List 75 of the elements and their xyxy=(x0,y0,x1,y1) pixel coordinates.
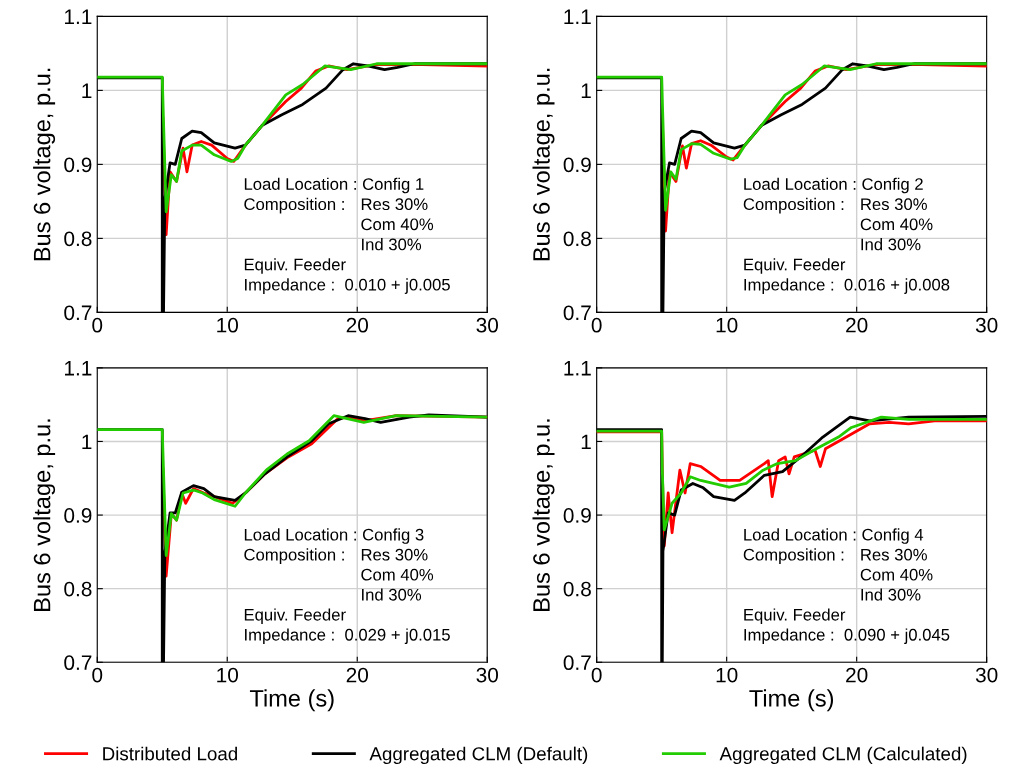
y-axis-title: Bus 6 voltage, p.u. xyxy=(33,68,56,261)
y-tick-label: 1 xyxy=(82,434,92,450)
annotation: Equiv. Feeder xyxy=(244,608,346,624)
x-tick-label: 30 xyxy=(975,667,998,683)
y-tick-label: 0.7 xyxy=(563,655,591,671)
x-tick-label: 10 xyxy=(716,667,738,683)
legend-label: Aggregated CLM (Calculated) xyxy=(719,746,967,765)
annotation: Res 30% xyxy=(361,548,428,561)
annotation: Equiv. Feeder xyxy=(744,258,846,274)
x-tick-label: 0 xyxy=(92,667,103,683)
annotation: Impedance : 0.010 + j0.005 xyxy=(245,278,450,294)
y-tick-label: 0.8 xyxy=(64,231,92,247)
x-tick-label: 0 xyxy=(591,667,602,683)
x-axis-title: Time (s) xyxy=(249,689,334,712)
x-tick-label: 10 xyxy=(217,667,239,683)
annotation: Composition : xyxy=(743,548,844,564)
y-tick-label: 1.1 xyxy=(564,361,591,376)
y-axis-title: Bus 6 voltage, p.u. xyxy=(33,419,56,611)
y-tick-label: 0.7 xyxy=(64,655,92,671)
x-tick-label: 30 xyxy=(975,317,998,333)
annotation: Load Location : Config 1 xyxy=(244,177,424,194)
y-tick-label: 0.7 xyxy=(64,305,92,321)
y-axis-title: Bus 6 voltage, p.u. xyxy=(532,68,555,261)
annotation: Com 40% xyxy=(361,568,434,581)
y-tick-label: 0.8 xyxy=(64,581,92,597)
y-tick-label: 0.9 xyxy=(64,508,92,523)
y-tick-label: 1.1 xyxy=(564,9,591,24)
x-tick-label: 0 xyxy=(591,317,602,333)
y-tick-label: 0.9 xyxy=(563,508,591,523)
legend-label: Aggregated CLM (Default) xyxy=(369,746,588,765)
annotation: Impedance : 0.016 + j0.008 xyxy=(744,278,950,294)
y-tick-label: 1.1 xyxy=(65,9,92,24)
line-series xyxy=(97,62,488,214)
x-tick-label: 30 xyxy=(476,317,499,333)
x-tick-label: 10 xyxy=(716,317,738,333)
annotation: Ind 30% xyxy=(861,588,921,601)
y-tick-label: 1 xyxy=(581,83,591,98)
x-tick-label: 20 xyxy=(346,317,369,333)
x-tick-label: 10 xyxy=(217,317,239,333)
x-axis-title: Time (s) xyxy=(749,689,834,712)
annotation: Equiv. Feeder xyxy=(244,258,346,274)
annotation: Composition : xyxy=(244,197,344,214)
annotation: Load Location : Config 2 xyxy=(744,177,923,194)
annotation: Com 40% xyxy=(860,568,933,581)
y-axis-title: Bus 6 voltage, p.u. xyxy=(532,419,555,611)
annotation: Res 30% xyxy=(361,198,428,211)
annotation: Load Location : Config 3 xyxy=(244,528,424,544)
annotation: Ind 30% xyxy=(362,238,422,251)
line-series xyxy=(596,62,987,212)
annotation: Res 30% xyxy=(861,198,927,211)
y-tick-label: 0.8 xyxy=(563,581,591,597)
x-tick-label: 20 xyxy=(346,667,369,683)
x-tick-label: 20 xyxy=(846,667,868,683)
annotation: Impedance : 0.090 + j0.045 xyxy=(744,628,950,644)
annotation: Ind 30% xyxy=(362,588,422,601)
x-tick-label: 30 xyxy=(476,667,499,683)
y-tick-label: 0.7 xyxy=(563,305,591,321)
y-tick-label: 0.9 xyxy=(64,157,92,173)
annotation: Impedance : 0.029 + j0.015 xyxy=(245,628,450,644)
y-tick-label: 1 xyxy=(82,83,92,98)
x-tick-label: 0 xyxy=(92,317,103,333)
y-tick-label: 1.1 xyxy=(65,361,92,376)
annotation: Res 30% xyxy=(861,548,927,561)
annotation: Composition : xyxy=(743,197,844,214)
y-tick-label: 0.8 xyxy=(563,231,591,247)
y-tick-label: 1 xyxy=(581,434,591,450)
annotation: Equiv. Feeder xyxy=(744,608,846,624)
annotation: Com 40% xyxy=(361,218,434,231)
annotation: Load Location : Config 4 xyxy=(744,528,924,544)
annotation: Ind 30% xyxy=(861,238,921,251)
annotation: Com 40% xyxy=(860,218,933,231)
y-tick-label: 0.9 xyxy=(563,157,591,173)
x-tick-label: 20 xyxy=(846,317,868,333)
annotation: Composition : xyxy=(244,548,344,564)
legend-label: Distributed Load xyxy=(103,746,238,761)
